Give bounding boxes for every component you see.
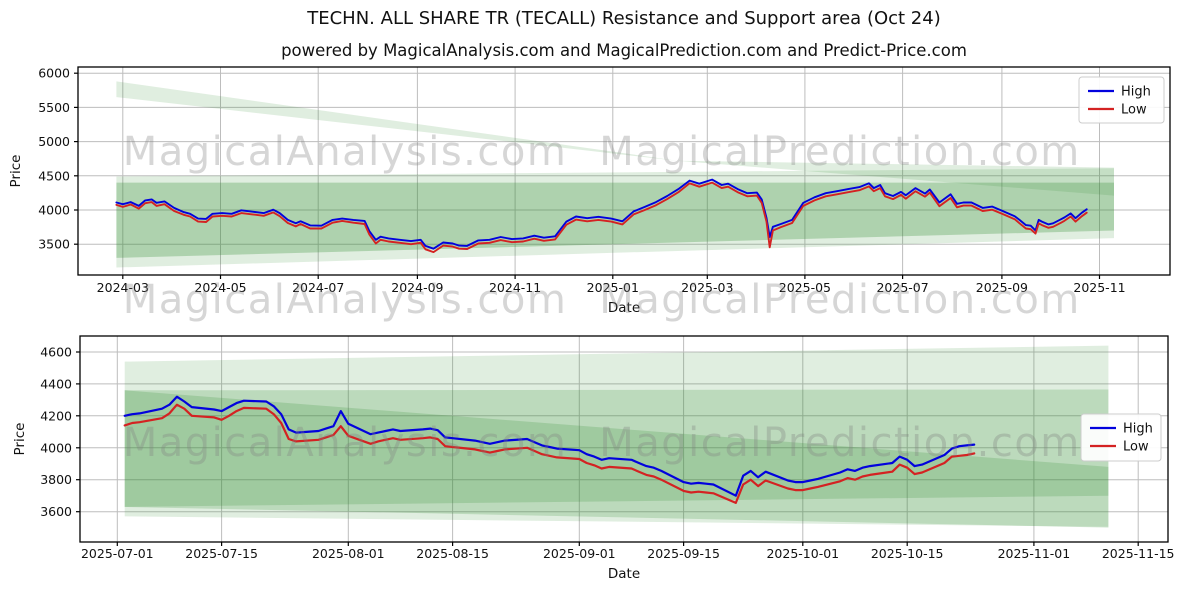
watermark-text: MagicalAnalysis.com bbox=[123, 129, 568, 175]
watermark-text: MagicalAnalysis.com bbox=[123, 277, 568, 323]
figure-subtitle: powered by MagicalAnalysis.com and Magic… bbox=[281, 41, 967, 60]
y-tick-label: 5500 bbox=[38, 100, 70, 115]
y-tick-label: 4000 bbox=[40, 440, 72, 455]
y-tick-label: 6000 bbox=[38, 66, 70, 81]
legend: High Low bbox=[1080, 413, 1162, 462]
y-tick-label: 4400 bbox=[40, 376, 72, 391]
axes-1: 2024-03 2024-05 2024-07 2024-09 2024-11 2025-… bbox=[8, 66, 1171, 316]
grid bbox=[80, 336, 1168, 542]
x-tick-label: 2024-11 bbox=[489, 280, 541, 295]
x-tick-label: 2025-10-15 bbox=[871, 546, 944, 561]
expanding-resistance-wedge-band bbox=[676, 160, 1114, 196]
y-tick-label: 5000 bbox=[38, 134, 70, 149]
x-tick-label: 2025-05 bbox=[779, 280, 831, 295]
x-tick-label: 2025-11-15 bbox=[1102, 546, 1175, 561]
x-tick-label: 2024-07 bbox=[292, 280, 344, 295]
x-tick-label: 2024-05 bbox=[194, 280, 246, 295]
outer-support-resistance-area-band bbox=[124, 345, 1109, 527]
x-tick-label: 2025-07-15 bbox=[185, 546, 258, 561]
x-tick-label: 2025-09-01 bbox=[543, 546, 616, 561]
x-tick-label: 2025-11 bbox=[1073, 280, 1125, 295]
watermark-text: MagicalPrediction.com bbox=[599, 277, 1081, 323]
high-line bbox=[123, 395, 976, 497]
legend-label-high: High bbox=[1123, 422, 1153, 437]
watermark-text: MagicalPrediction.com bbox=[599, 129, 1081, 175]
y-axis-label: Price bbox=[8, 155, 24, 188]
y-axis-label: Price bbox=[12, 423, 28, 456]
legend-label-low: Low bbox=[1121, 103, 1147, 118]
x-tick-label: 2025-08-01 bbox=[312, 546, 385, 561]
high-line bbox=[115, 178, 1088, 250]
x-tick-label: 2025-03 bbox=[681, 280, 733, 295]
x-tick-label: 2025-09-15 bbox=[647, 546, 720, 561]
plot-border bbox=[77, 66, 1171, 276]
outer-support-resistance-area-band bbox=[116, 168, 1114, 268]
watermark-text: MagicalPrediction.com bbox=[599, 420, 1081, 466]
low-line bbox=[123, 403, 976, 504]
x-tick-label: 2025-09 bbox=[976, 280, 1028, 295]
x-axis-label: Date bbox=[608, 566, 640, 582]
x-tick-label: 2024-03 bbox=[97, 280, 149, 295]
watermarks: MagicalAnalysis.com MagicalPrediction.com… bbox=[123, 129, 1081, 466]
x-tick-label: 2025-11-01 bbox=[998, 546, 1071, 561]
descending-resistance-wedge-band bbox=[116, 81, 677, 161]
tick-labels: 2025-07-01 2025-07-15 2025-08-01 2025-08-15… bbox=[40, 345, 1174, 562]
y-tick-label: 3500 bbox=[38, 237, 70, 252]
legend: High Low bbox=[1078, 76, 1165, 124]
axes-2: 2025-07-01 2025-07-15 2025-08-01 2025-08-15… bbox=[12, 335, 1175, 582]
x-tick-label: 2025-07-01 bbox=[81, 546, 154, 561]
y-tick-label: 3600 bbox=[40, 504, 72, 519]
y-tick-label: 3800 bbox=[40, 472, 72, 487]
plot-border bbox=[79, 335, 1169, 543]
watermark-text: MagicalAnalysis.com bbox=[123, 420, 568, 466]
y-tick-label: 4500 bbox=[38, 168, 70, 183]
legend-label-high: High bbox=[1121, 85, 1151, 100]
y-tick-label: 4000 bbox=[38, 203, 70, 218]
y-tick-label: 4600 bbox=[40, 345, 72, 360]
legend-label-low: Low bbox=[1123, 440, 1149, 455]
x-tick-label: 2025-07 bbox=[876, 280, 928, 295]
x-tick-label: 2025-01 bbox=[587, 280, 639, 295]
x-axis-label: Date bbox=[608, 300, 640, 316]
x-tick-label: 2025-10-01 bbox=[766, 546, 839, 561]
figure-title: TECHN. ALL SHARE TR (TECALL) Resistance … bbox=[307, 8, 941, 29]
tick-labels: 2024-03 2024-05 2024-07 2024-09 2024-11 2025-… bbox=[38, 66, 1125, 295]
x-tick-label: 2025-08-15 bbox=[416, 546, 489, 561]
y-tick-label: 4200 bbox=[40, 408, 72, 423]
low-line bbox=[115, 181, 1088, 254]
x-tick-label: 2024-09 bbox=[391, 280, 443, 295]
